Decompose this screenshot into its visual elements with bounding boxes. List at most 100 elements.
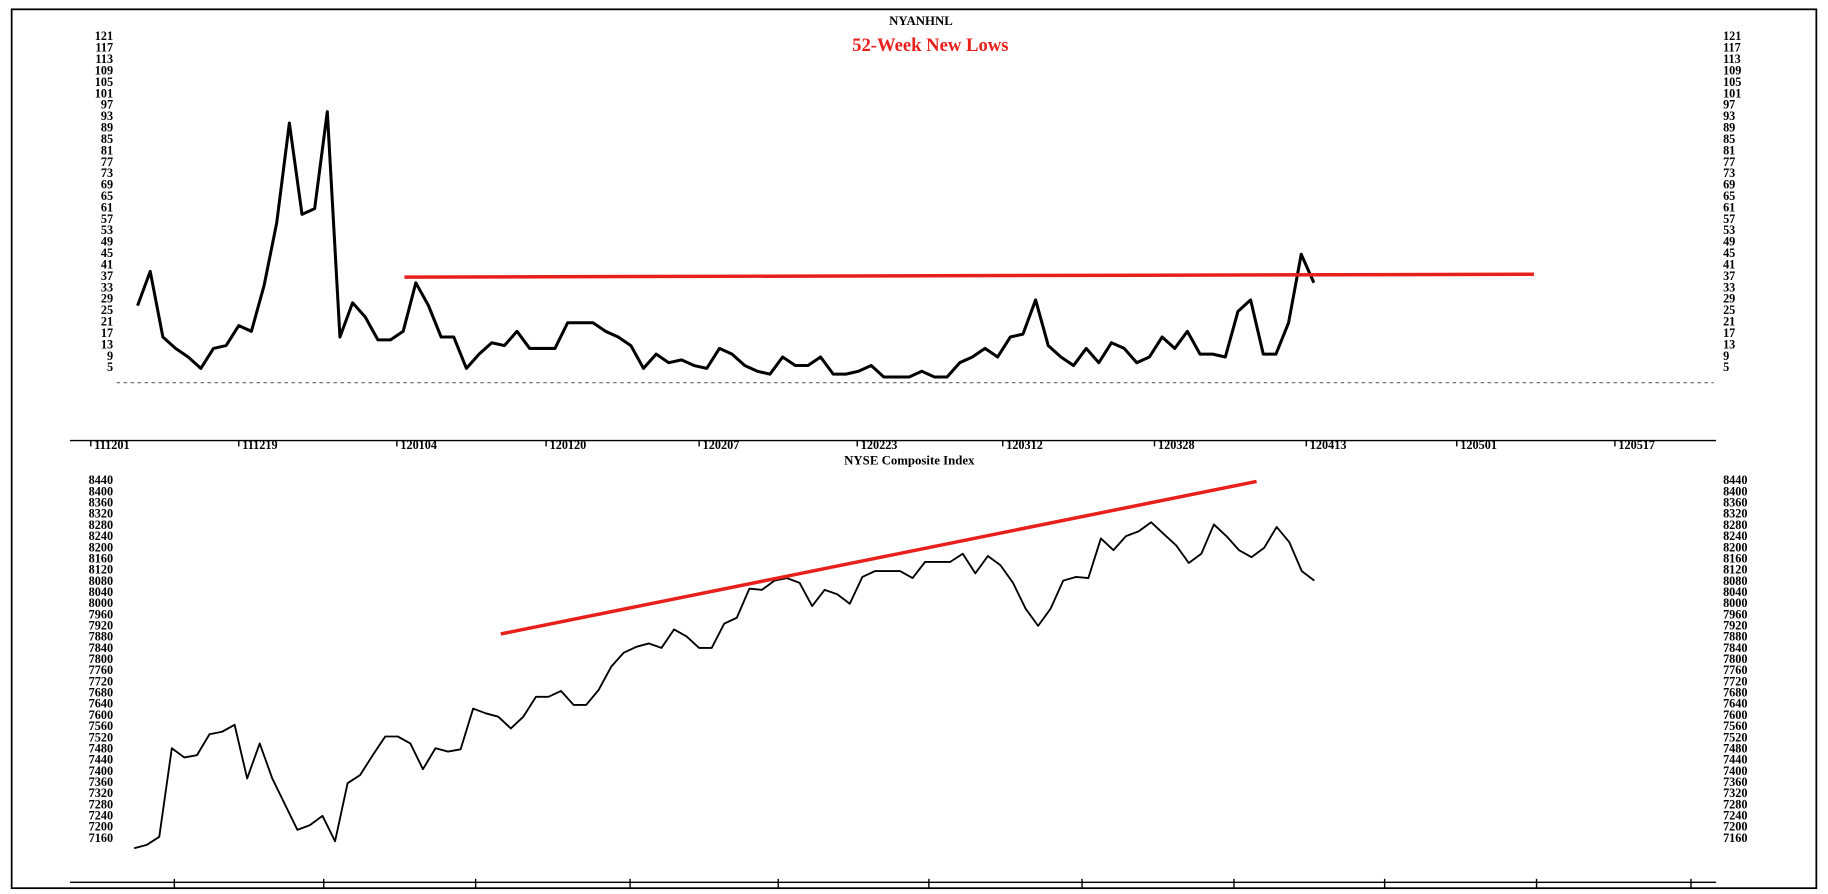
y-tick-label: 7840: [89, 641, 113, 655]
chart-title: NYANHNL: [889, 14, 953, 28]
y-tick-label-right: 37: [1723, 269, 1735, 283]
y-tick-label-right: 13: [1723, 337, 1735, 351]
y-tick-label: 21: [101, 315, 113, 329]
y-tick-label: 7960: [89, 607, 113, 621]
chart-subtitle: 52-Week New Lows: [852, 35, 1008, 56]
y-tick-label: 8280: [89, 518, 113, 532]
trendline: [404, 272, 1534, 279]
y-tick-label-right: 7880: [1723, 630, 1747, 644]
y-tick-label: 7440: [89, 753, 113, 767]
y-tick-label: 113: [95, 52, 113, 66]
y-tick-label-right: 65: [1723, 189, 1735, 203]
y-tick-label-right: 7560: [1723, 719, 1747, 733]
y-tick-label: 8040: [89, 585, 113, 599]
x-tick-label: 120104: [400, 438, 437, 452]
y-tick-label-right: 85: [1723, 132, 1735, 146]
y-tick-label: 41: [101, 257, 113, 271]
y-tick-label: 8440: [89, 473, 113, 487]
y-tick-label: 37: [101, 269, 113, 283]
y-tick-label-right: 77: [1723, 155, 1735, 169]
x-tick-label: 120328: [1158, 438, 1195, 452]
y-tick-label: 5: [107, 360, 113, 374]
y-tick-label: 8200: [89, 540, 113, 554]
y-tick-label-right: 113: [1723, 52, 1741, 66]
y-tick-label: 7160: [89, 831, 113, 845]
y-tick-label-right: 33: [1723, 280, 1735, 294]
x-tick-label: 120517: [1618, 438, 1655, 452]
x-tick-label: 111201: [94, 438, 129, 452]
y-tick-label: 7800: [89, 652, 113, 666]
y-tick-label-right: 61: [1723, 200, 1735, 214]
y-tick-label: 8000: [89, 596, 113, 610]
y-tick-label: 89: [101, 121, 113, 135]
y-tick-label: 117: [95, 41, 113, 55]
y-tick-label: 29: [101, 292, 113, 306]
y-tick-label: 7360: [89, 775, 113, 789]
y-tick-label: 7320: [89, 786, 113, 800]
y-tick-label-right: 8280: [1723, 518, 1747, 532]
y-tick-label-right: 109: [1723, 63, 1741, 77]
y-tick-label-right: 73: [1723, 166, 1735, 180]
y-tick-label: 7400: [89, 764, 113, 778]
trendline: [500, 479, 1257, 636]
y-tick-label-right: 8120: [1723, 563, 1747, 577]
y-tick-label-right: 7720: [1723, 674, 1747, 688]
y-tick-label-right: 7960: [1723, 607, 1747, 621]
y-tick-label-right: 41: [1723, 257, 1735, 271]
y-tick-label-right: 25: [1723, 303, 1735, 317]
x-tick-label: 120207: [703, 438, 740, 452]
x-tick-label: 120223: [861, 438, 898, 452]
y-tick-label-right: 29: [1723, 292, 1735, 306]
y-tick-label-right: 8160: [1723, 551, 1747, 565]
x-tick-label: 120413: [1310, 438, 1347, 452]
y-tick-label: 7640: [89, 697, 113, 711]
x-tick-label: 111219: [242, 438, 277, 452]
y-tick-label: 57: [101, 212, 113, 226]
y-tick-label: 7760: [89, 663, 113, 677]
y-tick-label-right: 9: [1723, 349, 1729, 363]
y-tick-label-right: 49: [1723, 235, 1735, 249]
y-tick-label: 8320: [89, 507, 113, 521]
y-tick-label-right: 7920: [1723, 619, 1747, 633]
y-tick-label: 25: [101, 303, 113, 317]
y-tick-label-right: 117: [1723, 41, 1741, 55]
outer-border: [10, 8, 1818, 890]
y-tick-label: 7680: [89, 686, 113, 700]
y-tick-label-right: 45: [1723, 246, 1735, 260]
y-tick-label-right: 8320: [1723, 507, 1747, 521]
y-tick-label: 97: [101, 98, 113, 112]
y-tick-label-right: 7400: [1723, 764, 1747, 778]
y-tick-label: 53: [101, 223, 113, 237]
chart-title: NYSE Composite Index: [844, 454, 975, 468]
y-tick-label-right: 5: [1723, 360, 1729, 374]
y-tick-label: 105: [95, 75, 113, 89]
y-tick-label: 7920: [89, 619, 113, 633]
y-tick-label: 121: [95, 29, 113, 43]
y-tick-label-right: 7800: [1723, 652, 1747, 666]
y-tick-label-right: 7280: [1723, 797, 1747, 811]
y-tick-label: 8080: [89, 574, 113, 588]
y-tick-label-right: 8400: [1723, 484, 1747, 498]
y-tick-label-right: 8240: [1723, 529, 1747, 543]
y-tick-label-right: 7160: [1723, 831, 1747, 845]
y-tick-label-right: 7320: [1723, 786, 1747, 800]
y-tick-label: 93: [101, 109, 113, 123]
y-tick-label: 109: [95, 63, 113, 77]
y-tick-label-right: 69: [1723, 178, 1735, 192]
y-tick-label: 8160: [89, 551, 113, 565]
y-tick-label-right: 7480: [1723, 741, 1747, 755]
y-tick-label-right: 97: [1723, 98, 1735, 112]
y-tick-label-right: 8000: [1723, 596, 1747, 610]
y-tick-label: 77: [101, 155, 113, 169]
y-tick-label: 8240: [89, 529, 113, 543]
y-tick-label: 7480: [89, 741, 113, 755]
y-tick-label-right: 8440: [1723, 473, 1747, 487]
y-tick-label-right: 81: [1723, 143, 1735, 157]
y-tick-label-right: 8200: [1723, 540, 1747, 554]
y-tick-label-right: 17: [1723, 326, 1735, 340]
y-tick-label: 73: [101, 166, 113, 180]
y-tick-label: 7600: [89, 708, 113, 722]
y-tick-label: 7560: [89, 719, 113, 733]
y-tick-label: 7240: [89, 809, 113, 823]
y-tick-label: 8120: [89, 563, 113, 577]
